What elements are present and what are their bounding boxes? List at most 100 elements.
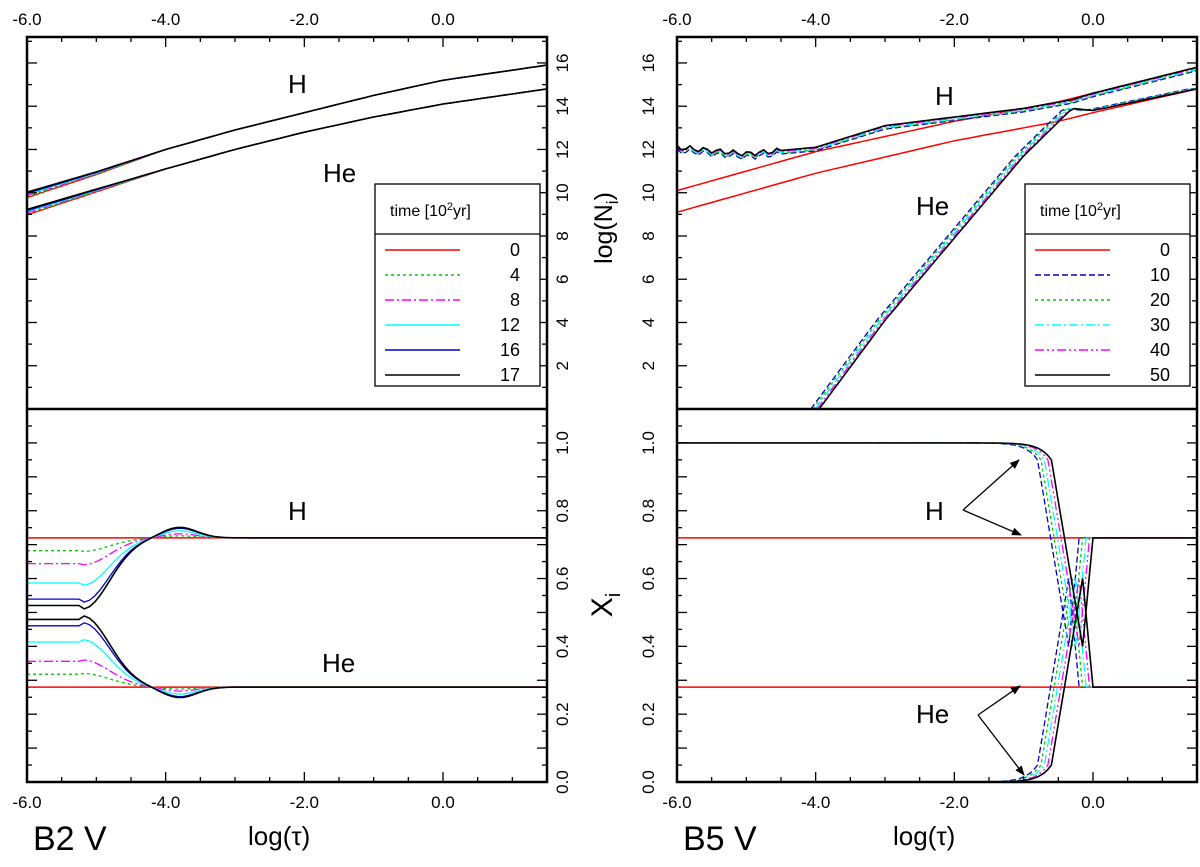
arrow-h-lower — [962, 509, 1022, 536]
x-tick-label: -2.0 — [290, 793, 319, 812]
y-tick-label: 0.2 — [553, 702, 572, 726]
b5v-bottom-he-10 — [677, 578, 1197, 783]
b2v-top-h-t0 — [26, 64, 548, 199]
x-tick-label: -4.0 — [151, 10, 180, 29]
x-tick-label: -4.0 — [151, 793, 180, 812]
bl-label-h: H — [288, 496, 307, 526]
b5v-top-he-10 — [810, 88, 1197, 410]
arrow-he-upper — [977, 685, 1021, 716]
y-tick-label: 0.4 — [553, 635, 572, 659]
y-tick-label: 0.0 — [553, 770, 572, 794]
b5v-bottom-he-40 — [677, 578, 1197, 783]
legend-b5v: time [102yr] 0 10 20 30 40 50 — [1024, 183, 1191, 387]
xlabel-left: log(τ) — [248, 821, 310, 851]
y-tick-label: 10 — [553, 183, 572, 202]
legend-label: 4 — [510, 265, 520, 285]
b2v-bottom-he-t4 — [27, 622, 547, 698]
b2v-top-h-t5 — [26, 64, 548, 193]
y-tick-label: 12 — [553, 140, 572, 159]
b5v-top-h-10 — [676, 70, 1198, 160]
legend-label: 20 — [1150, 290, 1170, 310]
b5v-top-h-50 — [676, 66, 1198, 157]
y-tick-label: 2 — [639, 361, 658, 370]
x-tick-label: -4.0 — [801, 10, 830, 29]
y-tick-label: 14 — [639, 97, 658, 116]
x-tick-label: -2.0 — [940, 10, 969, 29]
y-tick-label: 12 — [639, 140, 658, 159]
b2v-top-h-t3 — [26, 64, 548, 195]
y-tick-label: 0.4 — [639, 635, 658, 659]
y-tick-label: 0.8 — [639, 499, 658, 523]
legend-label: 40 — [1150, 340, 1170, 360]
y-tick-label: 1.0 — [639, 431, 658, 455]
b2v-bottom-he-t5 — [27, 615, 547, 699]
b2v-bottom-h-t5 — [27, 526, 547, 610]
panel-title-right: B5 V — [683, 820, 757, 858]
b5v-bottom-h-50 — [677, 442, 1197, 647]
b5v-top-he-t0 — [676, 88, 1198, 213]
y-tick-label: 6 — [553, 274, 572, 283]
x-tick-label: 0.0 — [1081, 793, 1105, 812]
y-tick-label: 14 — [553, 97, 572, 116]
legend-b2v: time [102yr] 0 4 8 12 16 17 — [374, 183, 541, 387]
arrow-he-lower — [977, 714, 1025, 776]
y-tick-label: 4 — [553, 318, 572, 327]
legend-label: 8 — [510, 290, 520, 310]
ylabel-log-ni-left: log(Ni) — [590, 192, 622, 264]
b2v-bottom-h-t2 — [27, 533, 547, 566]
b5v-bottom-he-30 — [677, 578, 1197, 783]
ticks-layer: -6.0 -4.0 -2.0 0.0 -6.0 -4.0 -2.0 0.0-6.0 -4.0 -2… — [12, 10, 1198, 812]
x-tick-label: -2.0 — [940, 793, 969, 812]
bl-label-he: He — [322, 648, 355, 678]
legend-title-left: time [102yr] — [390, 201, 471, 220]
b5v-bottom-he-50 — [677, 578, 1197, 783]
legend-label: 16 — [500, 340, 520, 360]
b2v-top-he-t5 — [26, 88, 548, 211]
b2v-top-h-t4 — [26, 64, 548, 194]
b2v-bottom-h-t4 — [27, 527, 547, 603]
x-tick-label: -6.0 — [12, 793, 41, 812]
arrow-h-upper — [962, 459, 1020, 511]
br-label-he: He — [916, 699, 949, 729]
left-panel-frame — [25, 35, 549, 784]
legend-label: 0 — [1160, 240, 1170, 260]
br-label-h: H — [925, 496, 944, 526]
tl-label-h: H — [288, 69, 307, 99]
b5v-bottom-h-40 — [677, 442, 1197, 647]
y-tick-label: 8 — [639, 231, 658, 240]
legend-label: 12 — [500, 315, 520, 335]
y-tick-label: 16 — [639, 53, 658, 72]
y-tick-label: 4 — [639, 318, 658, 327]
x-tick-label: -4.0 — [801, 793, 830, 812]
y-tick-label: 8 — [553, 231, 572, 240]
series-layer — [26, 64, 1198, 783]
y-tick-label: 10 — [639, 183, 658, 202]
y-tick-label: 0.0 — [639, 770, 658, 794]
x-tick-label: 0.0 — [1081, 10, 1105, 29]
xlabel-right: log(τ) — [893, 821, 955, 851]
legend-title-right: time [102yr] — [1040, 201, 1121, 220]
y-tick-label: 16 — [553, 53, 572, 72]
x-tick-label: -2.0 — [290, 10, 319, 29]
b5v-bottom-h-30 — [677, 442, 1197, 647]
y-tick-label: 0.8 — [553, 499, 572, 523]
tl-label-he: He — [323, 158, 356, 188]
x-tick-label: -6.0 — [662, 793, 691, 812]
legend-label: 0 — [510, 240, 520, 260]
b2v-top-h-t1 — [26, 64, 548, 198]
x-tick-label: 0.0 — [431, 793, 455, 812]
legend-label: 30 — [1150, 315, 1170, 335]
legend-label: 17 — [500, 365, 520, 385]
y-tick-label: 0.6 — [639, 567, 658, 591]
panel-title-left: B2 V — [33, 820, 107, 858]
y-tick-label: 2 — [553, 361, 572, 370]
b5v-bottom-h-20 — [677, 442, 1197, 647]
right-panel-frame — [675, 35, 1199, 784]
b2v-top-h-t2 — [26, 64, 548, 197]
y-tick-label: 1.0 — [553, 431, 572, 455]
b2v-bottom-he-t3 — [27, 639, 547, 695]
b2v-bottom-h-t3 — [27, 530, 547, 586]
ylabel-xi: Xi — [586, 593, 625, 617]
b5v-top-he-20 — [812, 88, 1197, 410]
